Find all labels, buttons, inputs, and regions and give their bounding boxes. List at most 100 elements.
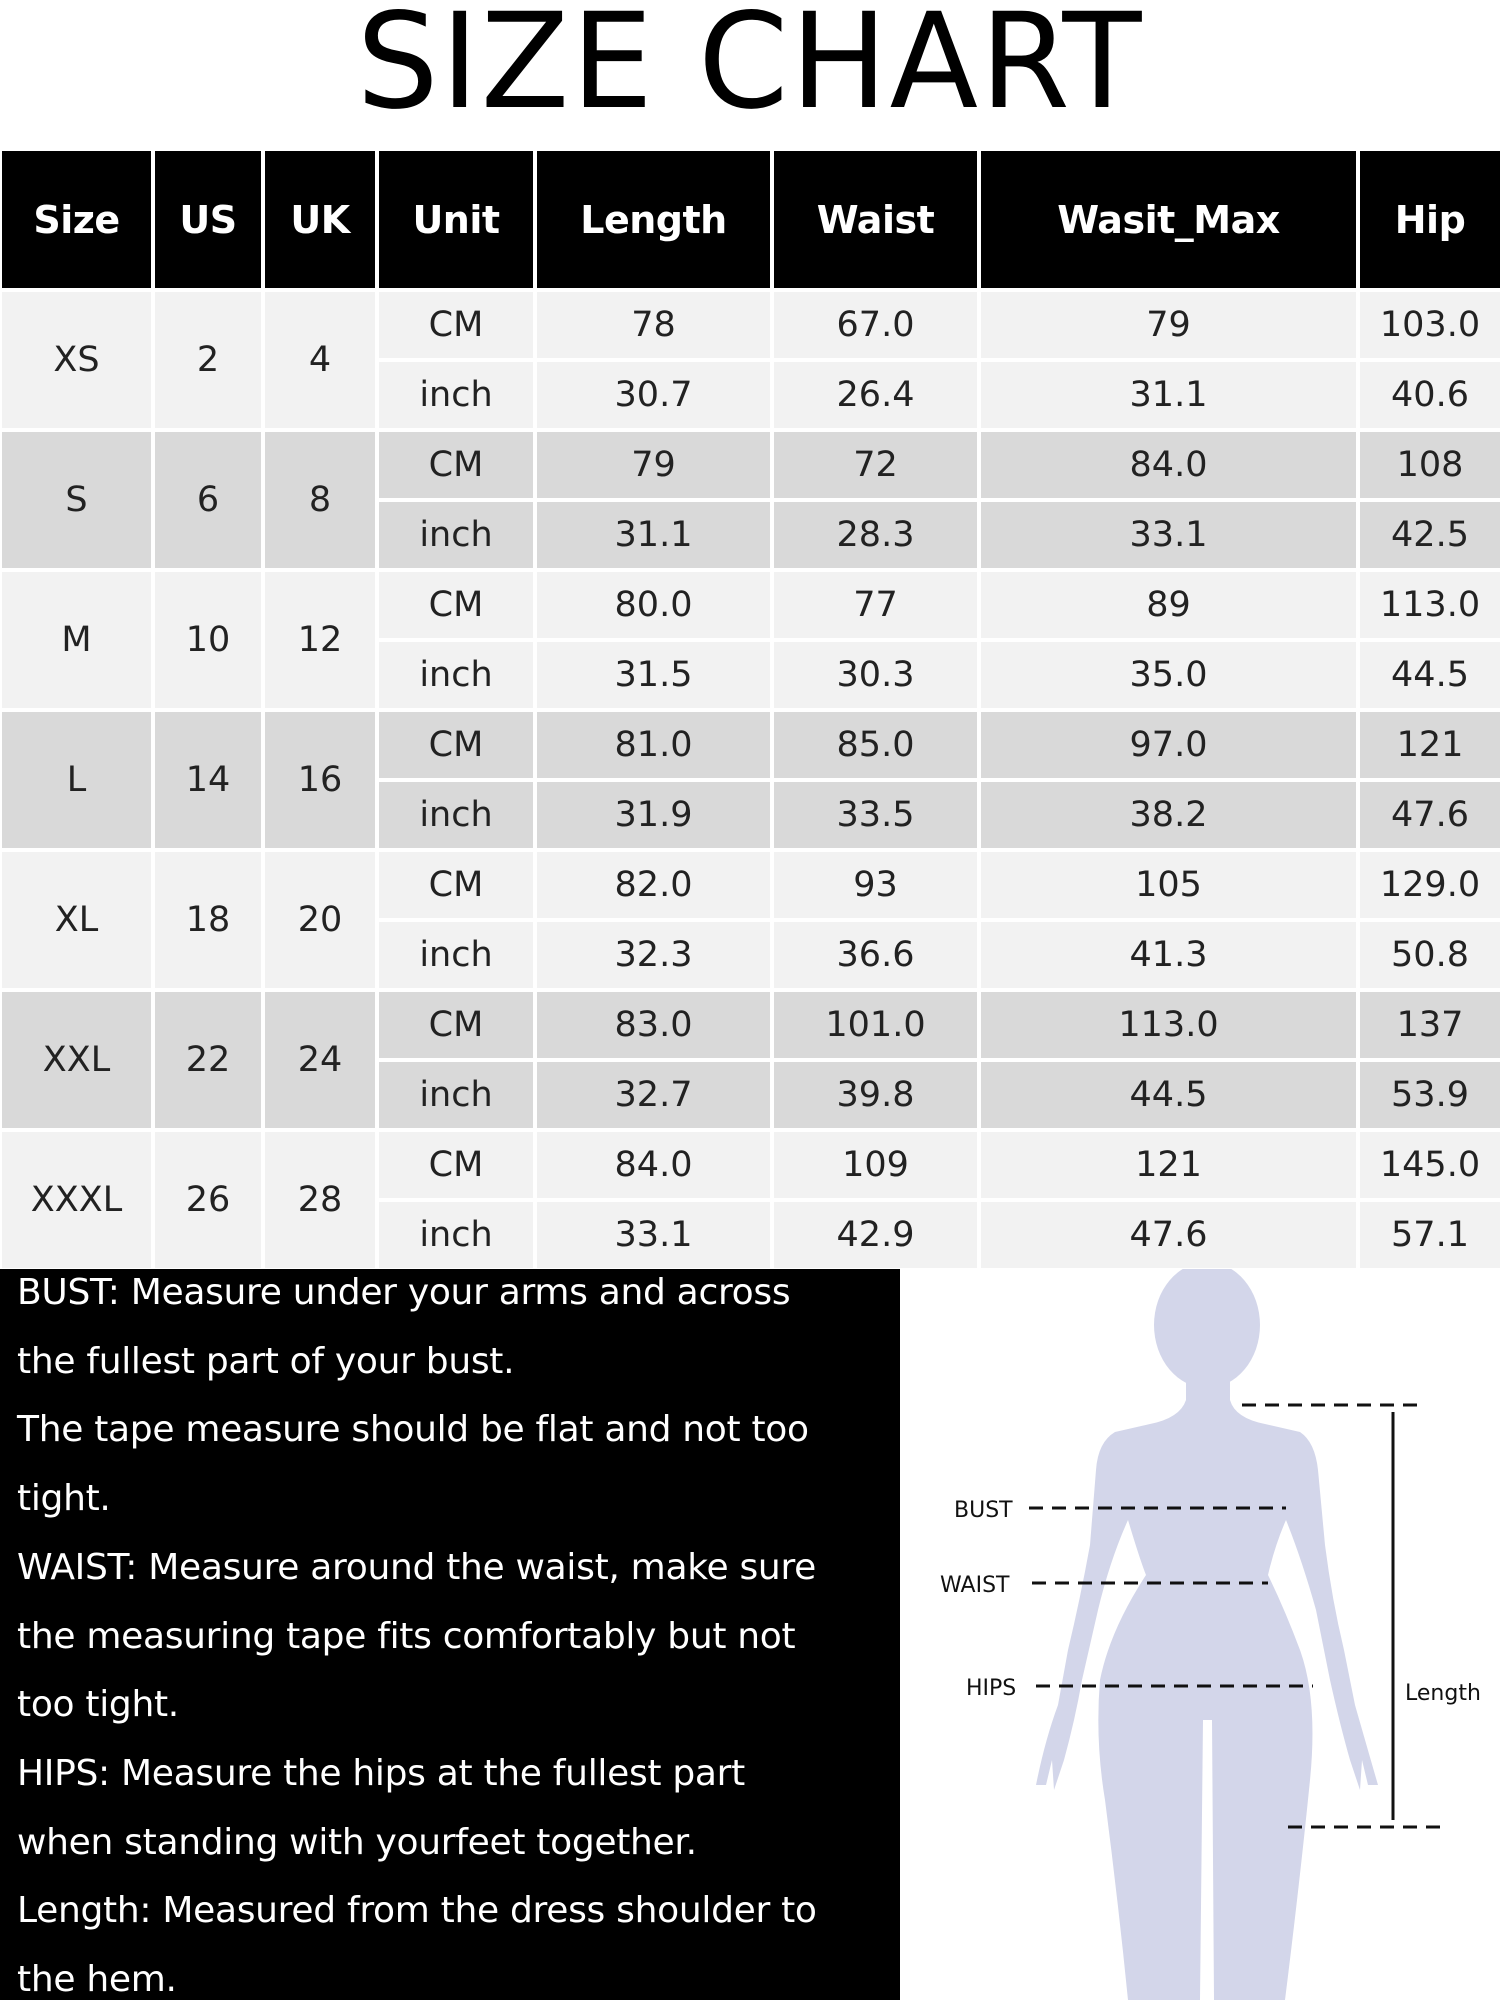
length-cm-cell: 78 — [537, 292, 770, 358]
uk-size-cell: 12 — [265, 572, 375, 708]
header-unit: Unit — [379, 151, 533, 288]
length-cm-cell: 84.0 — [537, 1132, 770, 1198]
waist-max-cm-cell: 121 — [981, 1132, 1356, 1198]
unit-cell: inch — [379, 362, 533, 428]
waist-max-inch-cell: 35.0 — [981, 642, 1356, 708]
body-silhouette-illustration: BUST WAIST HIPS Length — [940, 1262, 1481, 2000]
size-cell: XS — [2, 292, 151, 428]
us-size-cell: 10 — [155, 572, 261, 708]
waist-inch-cell: 39.8 — [774, 1062, 977, 1128]
note-line: WAIST: Measure around the waist, make su… — [17, 1546, 817, 1588]
waist-cm-cell: 77 — [774, 572, 977, 638]
waist-max-cm-cell: 97.0 — [981, 712, 1356, 778]
unit-cell: CM — [379, 292, 533, 358]
waist-max-inch-cell: 44.5 — [981, 1062, 1356, 1128]
waist-max-inch-cell: 33.1 — [981, 502, 1356, 568]
note-line: BUST: Measure under your arms and across — [17, 1272, 791, 1313]
unit-cell: inch — [379, 1062, 533, 1128]
waist-cm-cell: 85.0 — [774, 712, 977, 778]
size-cell: M — [2, 572, 151, 708]
notes-text: BUST: Measure under your arms and across… — [17, 1259, 817, 2015]
hips-label: HIPS — [966, 1676, 1016, 1701]
us-size-cell: 14 — [155, 712, 261, 848]
waist-max-cm-cell: 79 — [981, 292, 1356, 358]
hip-inch-cell: 42.5 — [1360, 502, 1500, 568]
us-size-cell: 18 — [155, 852, 261, 988]
size-chart-table: Size US UK Unit Length Waist Wasit_Max Hip XS 2 4 C… — [2, 151, 1500, 1268]
us-size-cell: 22 — [155, 992, 261, 1128]
waist-max-cm-cell: 105 — [981, 852, 1356, 918]
unit-cell: CM — [379, 1132, 533, 1198]
hip-cm-cell: 121 — [1360, 712, 1500, 778]
waist-max-inch-cell: 31.1 — [981, 362, 1356, 428]
length-cm-cell: 81.0 — [537, 712, 770, 778]
header-length: Length — [537, 151, 770, 288]
bust-label: BUST — [954, 1498, 1013, 1523]
hip-inch-cell: 47.6 — [1360, 782, 1500, 848]
note-line: tight. — [17, 1478, 111, 1520]
waist-inch-cell: 33.5 — [774, 782, 977, 848]
size-cell: XL — [2, 852, 151, 988]
waist-cm-cell: 93 — [774, 852, 977, 918]
waist-inch-cell: 30.3 — [774, 642, 977, 708]
length-cm-cell: 83.0 — [537, 992, 770, 1058]
waist-max-cm-cell: 89 — [981, 572, 1356, 638]
waist-max-cm-cell: 113.0 — [981, 992, 1356, 1058]
waist-max-inch-cell: 38.2 — [981, 782, 1356, 848]
uk-size-cell: 28 — [265, 1132, 375, 1268]
header-hip: Hip — [1360, 151, 1500, 288]
length-cm-cell: 80.0 — [537, 572, 770, 638]
waist-cm-cell: 109 — [774, 1132, 977, 1198]
length-inch-cell: 30.7 — [537, 362, 770, 428]
length-inch-cell: 31.1 — [537, 502, 770, 568]
us-size-cell: 6 — [155, 432, 261, 568]
unit-cell: inch — [379, 642, 533, 708]
length-cm-cell: 82.0 — [537, 852, 770, 918]
waist-inch-cell: 28.3 — [774, 502, 977, 568]
unit-cell: inch — [379, 922, 533, 988]
hip-inch-cell: 44.5 — [1360, 642, 1500, 708]
hip-cm-cell: 137 — [1360, 992, 1500, 1058]
hip-inch-cell: 50.8 — [1360, 922, 1500, 988]
size-cell: XXXL — [2, 1132, 151, 1268]
body-measurement-figure: BUST WAIST HIPS Length — [900, 1262, 1500, 2000]
uk-size-cell: 20 — [265, 852, 375, 988]
unit-cell: CM — [379, 992, 533, 1058]
note-line: too tight. — [17, 1684, 179, 1726]
header-waist: Waist — [774, 151, 977, 288]
note-line: when standing with yourfeet together. — [17, 1821, 697, 1863]
header-uk: UK — [265, 151, 375, 288]
waist-inch-cell: 42.9 — [774, 1202, 977, 1268]
uk-size-cell: 4 — [265, 292, 375, 428]
unit-cell: CM — [379, 712, 533, 778]
hip-cm-cell: 113.0 — [1360, 572, 1500, 638]
waist-inch-cell: 36.6 — [774, 922, 977, 988]
header-wasit-max: Wasit_Max — [981, 151, 1356, 288]
note-line: Length: Measured from the dress shoulder… — [17, 1890, 817, 1932]
size-cell: XXL — [2, 992, 151, 1128]
body-silhouette — [1036, 1262, 1378, 2000]
length-inch-cell: 31.5 — [537, 642, 770, 708]
waist-cm-cell: 101.0 — [774, 992, 977, 1058]
size-cell: S — [2, 432, 151, 568]
uk-size-cell: 16 — [265, 712, 375, 848]
header-us: US — [155, 151, 261, 288]
note-line: The tape measure should be flat and not … — [17, 1409, 809, 1451]
unit-cell: inch — [379, 1202, 533, 1268]
waist-cm-cell: 67.0 — [774, 292, 977, 358]
size-cell: L — [2, 712, 151, 848]
measurement-notes: BUST: Measure under your arms and across… — [0, 1269, 900, 2000]
waist-inch-cell: 26.4 — [774, 362, 977, 428]
hip-cm-cell: 108 — [1360, 432, 1500, 498]
hip-inch-cell: 57.1 — [1360, 1202, 1500, 1268]
note-line: the fullest part of your bust. — [17, 1340, 515, 1382]
header-size: Size — [2, 151, 151, 288]
waist-cm-cell: 72 — [774, 432, 977, 498]
uk-size-cell: 24 — [265, 992, 375, 1128]
waist-max-inch-cell: 41.3 — [981, 922, 1356, 988]
waist-max-cm-cell: 84.0 — [981, 432, 1356, 498]
unit-cell: inch — [379, 502, 533, 568]
waist-label: WAIST — [940, 1573, 1010, 1598]
length-cm-cell: 79 — [537, 432, 770, 498]
hip-inch-cell: 53.9 — [1360, 1062, 1500, 1128]
